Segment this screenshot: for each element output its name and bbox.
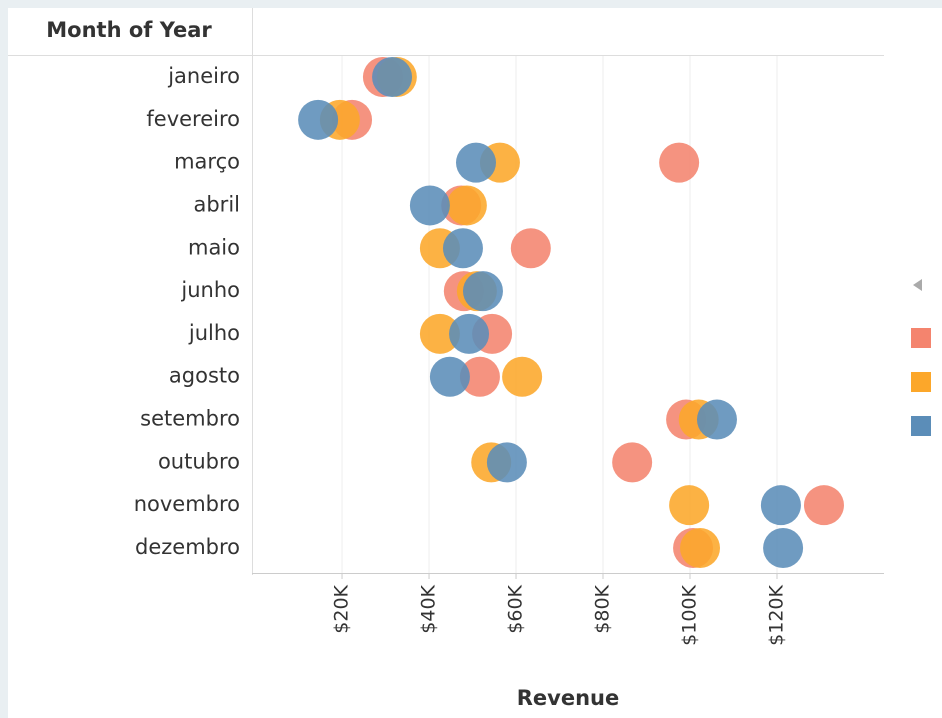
row-label: outubro	[158, 449, 240, 473]
dot	[803, 485, 844, 526]
dot	[612, 442, 653, 483]
dot	[696, 399, 737, 440]
x-tick-label: $100K	[679, 584, 701, 645]
x-axis-title: Revenue	[517, 686, 620, 710]
dot	[372, 57, 413, 97]
dot	[429, 356, 470, 397]
dot	[449, 313, 490, 354]
dot	[680, 528, 721, 568]
dot	[459, 356, 500, 397]
row-label: agosto	[169, 364, 240, 388]
row-label: fevereiro	[146, 107, 240, 131]
dot	[298, 99, 339, 140]
legend-swatch	[911, 372, 931, 392]
dot	[659, 142, 700, 183]
x-tick-label: $60K	[505, 584, 527, 633]
row-label: junho	[180, 278, 240, 302]
dot	[462, 271, 503, 312]
dot	[419, 313, 460, 354]
dot	[409, 185, 450, 226]
dot	[669, 485, 710, 526]
dot	[446, 185, 487, 226]
x-tick-label: $20K	[331, 584, 353, 633]
row-label: novembro	[134, 492, 240, 516]
row-header: Month of Year	[46, 18, 212, 42]
x-tick-label: $40K	[418, 584, 440, 633]
x-tick-label: $80K	[592, 584, 614, 633]
row-label: janeiro	[167, 64, 240, 88]
row-label: dezembro	[135, 535, 240, 559]
dot	[760, 485, 801, 526]
row-label: julho	[188, 321, 240, 345]
dot	[442, 228, 483, 269]
legend-swatch	[911, 416, 931, 436]
legend-swatch	[911, 328, 931, 348]
row-label: março	[174, 150, 240, 174]
dot	[763, 528, 804, 568]
dot	[486, 442, 527, 483]
row-label: setembro	[140, 407, 240, 431]
row-label: abril	[193, 192, 240, 216]
x-tick-label: $120K	[765, 584, 787, 645]
dot	[502, 356, 543, 397]
dot	[510, 228, 551, 269]
dot	[456, 142, 497, 183]
legend-toggle[interactable]	[913, 279, 922, 291]
row-label: maio	[188, 235, 240, 259]
